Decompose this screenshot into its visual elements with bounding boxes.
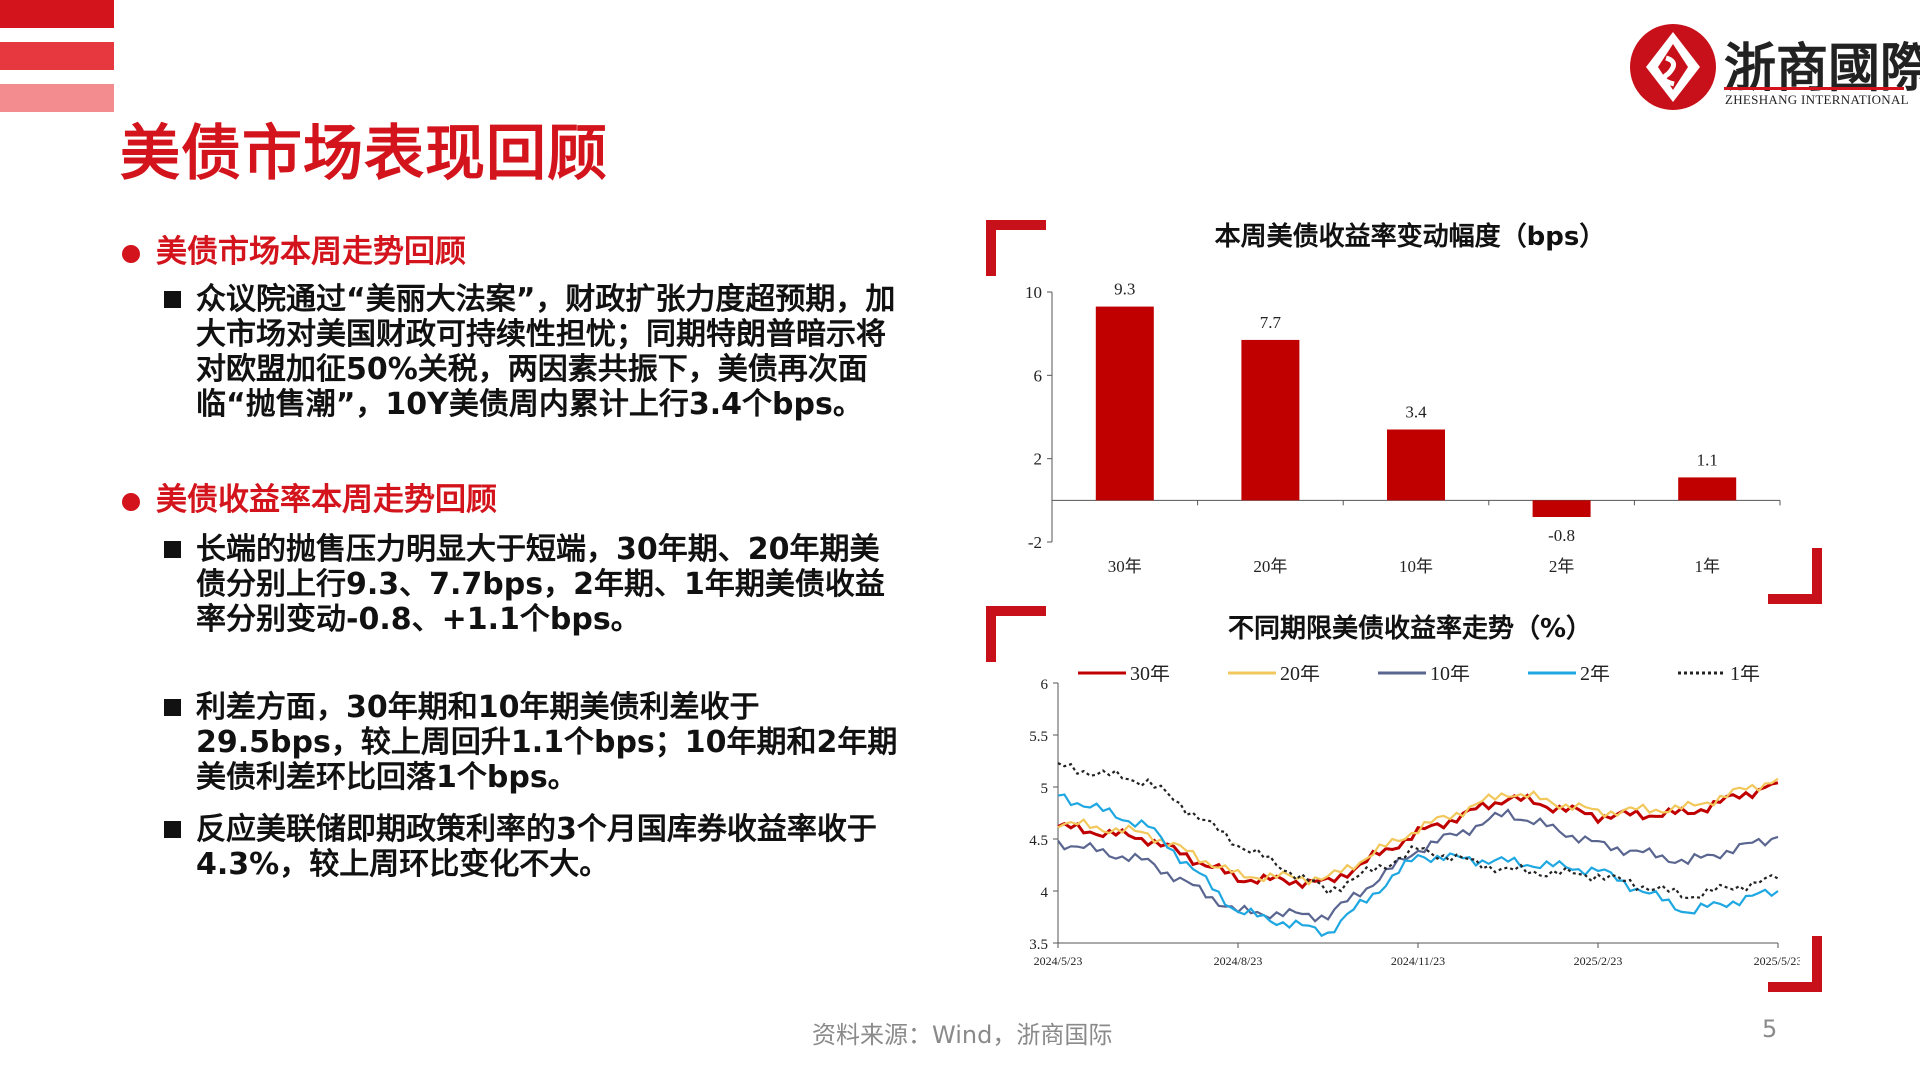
section-heading-text: 美债收益率本周走势回顾 xyxy=(156,482,497,518)
bar-chart-title: 本周美债收益率变动幅度（bps） xyxy=(1214,222,1606,252)
line-series-1 xyxy=(1057,781,1779,890)
company-logo: 浙商國際 ZHESHANG INTERNATIONAL xyxy=(1628,20,1920,115)
page-title: 美债市场表现回顾 xyxy=(120,119,608,189)
bullet-text: 长端的抛售压力明显大于短端，30年期、20年期美债分别上行9.3、7.7bps，… xyxy=(196,532,885,637)
legend-label: 20年 xyxy=(1280,665,1320,685)
line-series-4 xyxy=(1057,793,1779,938)
bar xyxy=(1241,339,1300,501)
section-heading-1: 美债市场本周走势回顾 xyxy=(122,226,466,271)
bullet-text: 利差方面，30年期和10年期美债利差收于29.5bps，较上周回升1.1个bps… xyxy=(196,690,898,795)
legend-label: 10年 xyxy=(1430,665,1470,685)
line-y-tick-label: 5 xyxy=(1041,781,1049,797)
bullet-item: 长端的抛售压力明显大于短端，30年期、20年期美债分别上行9.3、7.7bps，… xyxy=(164,532,906,637)
bar-category-label: 30年 xyxy=(1108,557,1142,576)
bar-y-tick-label: -2 xyxy=(1028,533,1042,552)
bar xyxy=(1532,500,1591,517)
bar xyxy=(1095,306,1154,501)
line-x-tick-label: 2025/2/23 xyxy=(1574,954,1623,968)
bullet-item: 利差方面，30年期和10年期美债利差收于29.5bps，较上周回升1.1个bps… xyxy=(164,690,906,795)
line-x-tick-label: 2024/11/23 xyxy=(1391,954,1445,968)
line-x-tick-label: 2024/5/23 xyxy=(1034,954,1083,968)
bar-category-label: 20年 xyxy=(1253,557,1287,576)
square-bullet-icon xyxy=(164,291,181,308)
bracket-bottom-right-2 xyxy=(1768,936,1822,992)
logo-english-name: ZHESHANG INTERNATIONAL xyxy=(1725,92,1909,107)
bullet-item: 众议院通过“美丽大法案”，财政扩张力度超预期，加大市场对美国财政可持续性担忧；同… xyxy=(164,282,906,422)
square-bullet-icon xyxy=(164,541,181,558)
bullet-text: 众议院通过“美丽大法案”，财政扩张力度超预期，加大市场对美国财政可持续性担忧；同… xyxy=(196,282,896,422)
bullet-item: 反应美联储即期政策利率的3个月国库券收益率收于4.3%，较上周环比变化不大。 xyxy=(164,812,906,882)
bar-category-label: 2年 xyxy=(1549,557,1575,576)
header-stripe-1 xyxy=(0,0,114,28)
line-x-tick-label: 2024/8/23 xyxy=(1214,954,1263,968)
bar-value-label: 7.7 xyxy=(1260,313,1282,332)
bar-y-tick-label: 10 xyxy=(1025,283,1042,302)
bar-category-label: 10年 xyxy=(1399,557,1433,576)
square-bullet-icon xyxy=(164,821,181,838)
bullet-dot-icon xyxy=(122,493,140,511)
bar xyxy=(1387,429,1445,501)
line-y-tick-label: 5.5 xyxy=(1029,729,1048,745)
bar-category-label: 1年 xyxy=(1694,557,1720,576)
logo-divider xyxy=(1724,87,1904,90)
line-y-tick-label: 6 xyxy=(1041,677,1049,693)
bar-chart: 10 6 2 -2 9.3 30年 7.7 20年 3.4 10年 -0.8 2年 1.1 1年 xyxy=(1025,280,1781,576)
header-stripe-2 xyxy=(0,42,114,70)
bracket-top-left-1 xyxy=(986,220,1046,230)
bar xyxy=(1678,477,1737,501)
section-heading-text: 美债市场本周走势回顾 xyxy=(156,234,466,270)
legend-label: 1年 xyxy=(1730,665,1760,685)
bracket-top-left-1 xyxy=(986,220,996,276)
line-x-tick-label: 2025/5/23 xyxy=(1754,954,1800,968)
line-chart-title: 不同期限美债收益率走势（%） xyxy=(1227,614,1593,644)
bar-y-tick-label: 6 xyxy=(1034,366,1043,385)
bar-value-label: -0.8 xyxy=(1548,526,1575,545)
square-bullet-icon xyxy=(164,699,181,716)
line-series-5 xyxy=(1057,762,1779,900)
logo-emblem-icon xyxy=(1630,24,1716,110)
bar-value-label: 3.4 xyxy=(1405,403,1427,422)
legend-label: 2年 xyxy=(1580,665,1610,685)
line-series-2 xyxy=(1057,777,1779,886)
header-stripe-3 xyxy=(0,84,114,112)
bar-value-label: 9.3 xyxy=(1114,280,1135,299)
bar-value-label: 1.1 xyxy=(1697,450,1718,469)
bar-y-tick-label: 2 xyxy=(1034,450,1043,469)
line-y-tick-label: 3.5 xyxy=(1029,937,1048,953)
bracket-bottom-right-1 xyxy=(1768,548,1822,604)
bracket-top-left-2 xyxy=(986,606,1046,662)
source-note: 资料来源：Wind，浙商国际 xyxy=(812,1021,1113,1049)
page-number: 5 xyxy=(1762,1015,1778,1043)
line-y-tick-label: 4.5 xyxy=(1029,833,1048,849)
legend-label: 30年 xyxy=(1130,665,1170,685)
section-heading-2: 美债收益率本周走势回顾 xyxy=(122,474,497,519)
line-y-tick-label: 4 xyxy=(1041,885,1049,901)
bullet-text: 反应美联储即期政策利率的3个月国库券收益率收于4.3%，较上周环比变化不大。 xyxy=(196,812,877,882)
line-series-3 xyxy=(1057,808,1779,923)
bullet-dot-icon xyxy=(122,245,140,263)
